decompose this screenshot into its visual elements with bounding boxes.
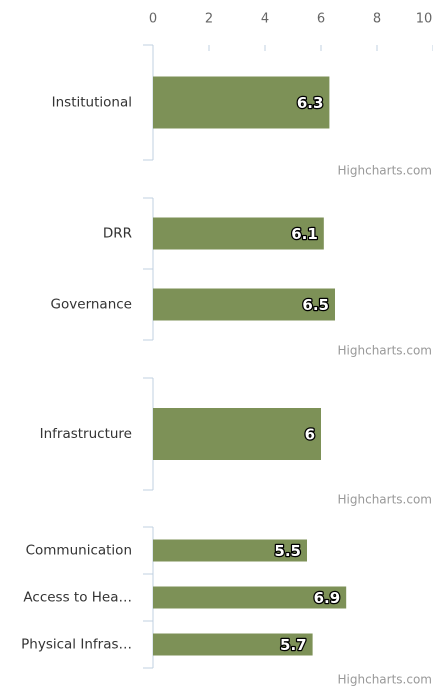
bar xyxy=(153,288,335,321)
data-label: 6.5 xyxy=(302,296,329,314)
data-label: 5.5 xyxy=(274,542,301,560)
x-tick-label: 0 xyxy=(149,12,157,27)
bar xyxy=(153,586,347,609)
x-tick-label: 2 xyxy=(205,12,213,27)
y-tick-label: Institutional xyxy=(52,95,132,111)
data-label: 5.7 xyxy=(280,636,307,654)
bar xyxy=(153,408,321,460)
credits: Highcharts.com xyxy=(338,164,432,178)
x-tick-label: 6 xyxy=(317,12,325,27)
bar xyxy=(153,76,330,129)
y-tick-label: Access to Hea… xyxy=(23,590,132,606)
y-tick-label: Communication xyxy=(26,543,132,559)
y-tick-label: Physical Infras… xyxy=(21,637,132,653)
y-tick-label: Infrastructure xyxy=(40,426,132,442)
data-label: 6.3 xyxy=(297,94,324,112)
x-tick-label: 4 xyxy=(261,12,269,27)
credits: Highcharts.com xyxy=(338,493,432,507)
x-tick-label: 8 xyxy=(373,12,381,27)
bar xyxy=(153,633,313,656)
data-label: 6.9 xyxy=(314,589,341,607)
credits: Highcharts.com xyxy=(338,673,432,687)
y-tick-label: DRR xyxy=(103,226,132,242)
bar xyxy=(153,217,324,250)
bar xyxy=(153,539,307,562)
x-tick-label: 10 xyxy=(416,12,433,27)
y-tick-label: Governance xyxy=(51,297,132,313)
data-label: 6.1 xyxy=(291,225,318,243)
credits: Highcharts.com xyxy=(338,344,432,358)
data-label: 6 xyxy=(305,426,315,444)
